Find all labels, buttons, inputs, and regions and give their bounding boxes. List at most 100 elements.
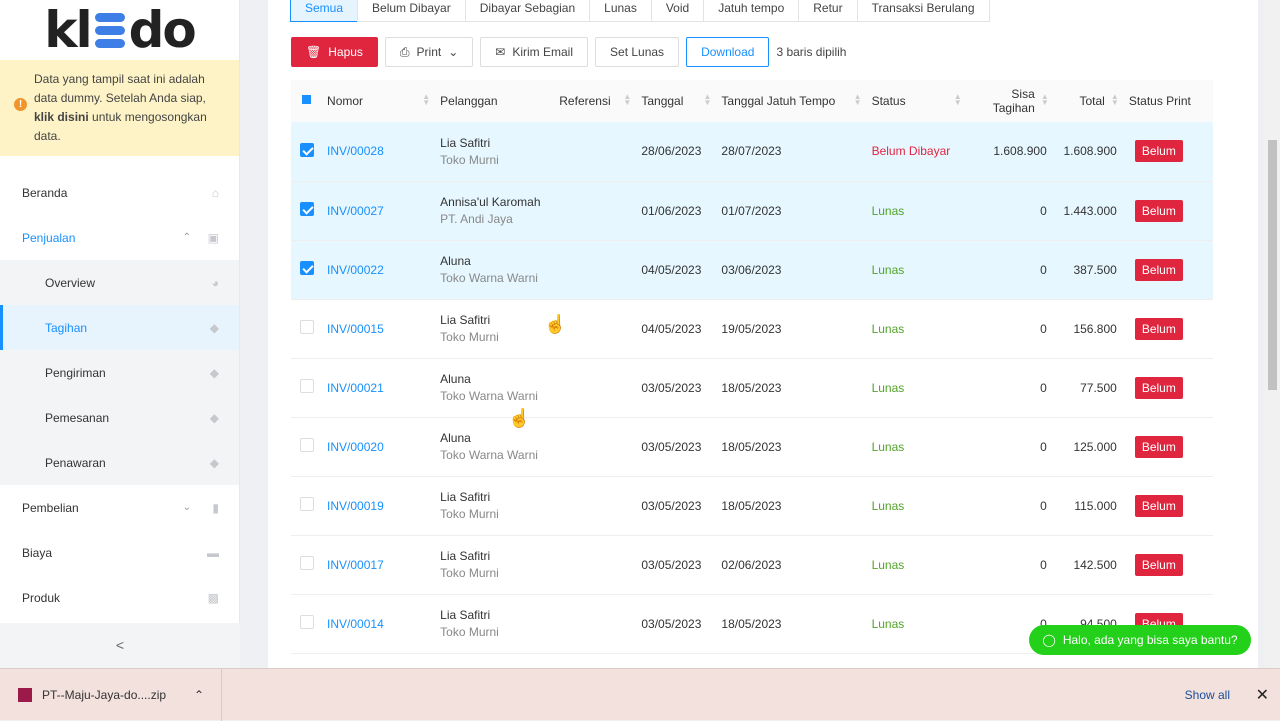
- sort-icon[interactable]: ▲ ▼: [1040, 92, 1049, 107]
- invoice-link[interactable]: INV/00019: [327, 498, 384, 513]
- sort-icon[interactable]: ▲ ▼: [703, 92, 712, 107]
- row-checkbox[interactable]: [300, 142, 314, 157]
- column-header[interactable]: Pelanggan: [434, 80, 554, 122]
- sidebar-item-overview[interactable]: Overview ◕: [0, 260, 239, 305]
- row-checkbox[interactable]: [300, 202, 314, 216]
- total-amount: 387.500: [1052, 240, 1123, 300]
- sidebar-item-label: Penawaran: [45, 455, 106, 470]
- column-label: Total: [1079, 94, 1105, 108]
- table-row[interactable]: INV/00020 Aluna Toko Warna Warni 03/05/20…: [291, 417, 1213, 477]
- sort-icon[interactable]: ▲ ▼: [422, 92, 431, 107]
- row-checkbox[interactable]: [300, 438, 314, 452]
- sidebar-item-biaya[interactable]: Biaya ▬: [0, 530, 239, 575]
- pie-chart-icon: ◕: [211, 275, 219, 290]
- invoice-link[interactable]: INV/00020: [327, 439, 384, 454]
- tab-jatuh-tempo[interactable]: Jatuh tempo: [703, 0, 800, 22]
- select-all-checkbox[interactable]: [300, 93, 314, 107]
- invoice-link[interactable]: INV/00015: [327, 321, 384, 336]
- sidebar-item-beranda[interactable]: Beranda ⌂: [0, 170, 239, 215]
- column-header[interactable]: Nomor ▲ ▼: [321, 80, 435, 122]
- column-label: Referensi: [559, 94, 611, 108]
- row-checkbox[interactable]: [300, 261, 314, 275]
- invoice-date: 01/06/2023: [635, 181, 716, 241]
- set-paid-button[interactable]: Set Lunas: [595, 37, 680, 67]
- customer-company: Toko Murni: [440, 507, 499, 521]
- sort-icon[interactable]: ▲ ▼: [953, 92, 962, 107]
- sidebar-item-pemesanan[interactable]: Pemesanan ◆: [0, 395, 239, 440]
- row-checkbox[interactable]: [300, 379, 314, 393]
- customer-company: Toko Murni: [440, 152, 499, 167]
- invoice-link[interactable]: INV/00017: [327, 557, 384, 572]
- customer-name: Lia Safitri: [440, 135, 491, 150]
- table-row[interactable]: INV/00027 Annisa'ul Karomah PT. Andi Jaya…: [291, 181, 1213, 241]
- row-checkbox[interactable]: [300, 556, 314, 570]
- tab-belum-dibayar[interactable]: Belum Dibayar: [357, 0, 466, 22]
- row-checkbox[interactable]: [300, 320, 314, 334]
- invoice-link[interactable]: INV/00014: [327, 616, 384, 631]
- sidebar-item-label: Tagihan: [45, 320, 88, 335]
- invoice-link[interactable]: INV/00027: [327, 203, 384, 218]
- delete-button[interactable]: 🗑 Hapus: [291, 37, 378, 67]
- column-header[interactable]: Total ▲ ▼: [1052, 80, 1123, 122]
- invoice-link[interactable]: INV/00028: [327, 144, 384, 159]
- row-checkbox[interactable]: [300, 497, 314, 511]
- tab-transaksi-berulang[interactable]: Transaksi Berulang: [856, 0, 990, 22]
- table-row[interactable]: INV/00021 Aluna Toko Warna Warni 03/05/20…: [291, 358, 1213, 418]
- sidebar-item-produk[interactable]: Produk ▩: [0, 575, 239, 620]
- home-icon: ⌂: [211, 185, 219, 200]
- sort-icon[interactable]: ▲ ▼: [853, 92, 862, 107]
- due-date: 02/06/2023: [715, 535, 866, 595]
- clear-data-link[interactable]: klik disini: [34, 110, 89, 124]
- kledo-logo[interactable]: kl do: [44, 1, 197, 59]
- column-header[interactable]: Status ▲ ▼: [865, 80, 966, 122]
- print-status-badge: Belum: [1134, 317, 1183, 340]
- download-button[interactable]: Download: [686, 37, 770, 67]
- table-row[interactable]: INV/00014 Lia Safitri Toko Murni 03/05/20…: [291, 594, 1213, 654]
- column-header[interactable]: Sisa Tagihan ▲ ▼: [965, 80, 1053, 122]
- collapse-sidebar-button[interactable]: <: [0, 623, 240, 668]
- invoice-date: 03/05/2023: [635, 358, 716, 418]
- sort-icon[interactable]: ▲ ▼: [623, 92, 632, 107]
- whatsapp-chat-button[interactable]: ◯ Halo, ada yang bisa saya bantu?: [1029, 625, 1251, 655]
- table-row[interactable]: INV/00017 Lia Safitri Toko Murni 03/05/20…: [291, 535, 1213, 595]
- column-header[interactable]: Status Print: [1122, 80, 1213, 122]
- customer-company: Toko Murni: [440, 625, 499, 639]
- selected-count: 3 baris dipilih: [776, 45, 847, 59]
- page-scrollbar[interactable]: [1265, 0, 1280, 668]
- sidebar-item-penjualan[interactable]: Penjualan ⌃ ▣: [0, 215, 239, 260]
- invoice-link[interactable]: INV/00021: [327, 380, 384, 395]
- sidebar-item-pembelian[interactable]: Pembelian ⌄ ▮: [0, 485, 239, 530]
- table-row[interactable]: INV/00028 Lia Safitri Toko Murni 28/06/20…: [291, 122, 1213, 182]
- tab-semua[interactable]: Semua: [290, 0, 359, 22]
- sort-icon[interactable]: ▲ ▼: [1110, 92, 1119, 107]
- tag-icon: ◆: [209, 365, 219, 380]
- status: Lunas: [865, 417, 966, 477]
- sidebar-item-tagihan[interactable]: Tagihan ◆: [0, 305, 239, 350]
- sidebar: kl do ! Data yang tampil saat ini adalah …: [0, 0, 240, 668]
- tab-void[interactable]: Void: [650, 0, 705, 22]
- close-icon[interactable]: ✕: [1255, 686, 1269, 704]
- column-header[interactable]: Tanggal ▲ ▼: [635, 80, 716, 122]
- invoice-link[interactable]: INV/00022: [327, 262, 384, 277]
- download-item[interactable]: PT--Maju-Jaya-do....zip ⌃: [0, 668, 222, 721]
- table-row[interactable]: INV/00022 Aluna Toko Warna Warni 04/05/20…: [291, 240, 1213, 300]
- sidebar-item-pengiriman[interactable]: Pengiriman ◆: [0, 350, 239, 395]
- tab-dibayar-sebagian[interactable]: Dibayar Sebagian: [464, 0, 591, 22]
- row-checkbox[interactable]: [300, 615, 314, 629]
- table-row[interactable]: INV/00019 Lia Safitri Toko Murni 03/05/20…: [291, 476, 1213, 536]
- chevron-up-icon[interactable]: ⌃: [194, 687, 205, 702]
- table-row[interactable]: INV/00015 Lia Safitri Toko Murni 04/05/20…: [291, 299, 1213, 359]
- show-all-button[interactable]: Show all: [1184, 687, 1230, 702]
- remaining-amount: 0: [965, 240, 1053, 300]
- print-button[interactable]: ⎙ Print ⌄: [384, 37, 474, 67]
- reference: [553, 299, 636, 359]
- tab-retur[interactable]: Retur: [798, 0, 858, 22]
- column-header[interactable]: Referensi ▲ ▼: [553, 80, 636, 122]
- sidebar-item-penawaran[interactable]: Penawaran ◆: [0, 440, 239, 485]
- tab-lunas[interactable]: Lunas: [589, 0, 652, 22]
- column-header[interactable]: Tanggal Jatuh Tempo ▲ ▼: [715, 80, 866, 122]
- remaining-amount: 0: [965, 181, 1053, 241]
- total-amount: 142.500: [1052, 535, 1123, 595]
- send-email-button[interactable]: ✉ Kirim Email: [480, 37, 589, 67]
- sidebar-item-label: Penjualan: [22, 230, 76, 245]
